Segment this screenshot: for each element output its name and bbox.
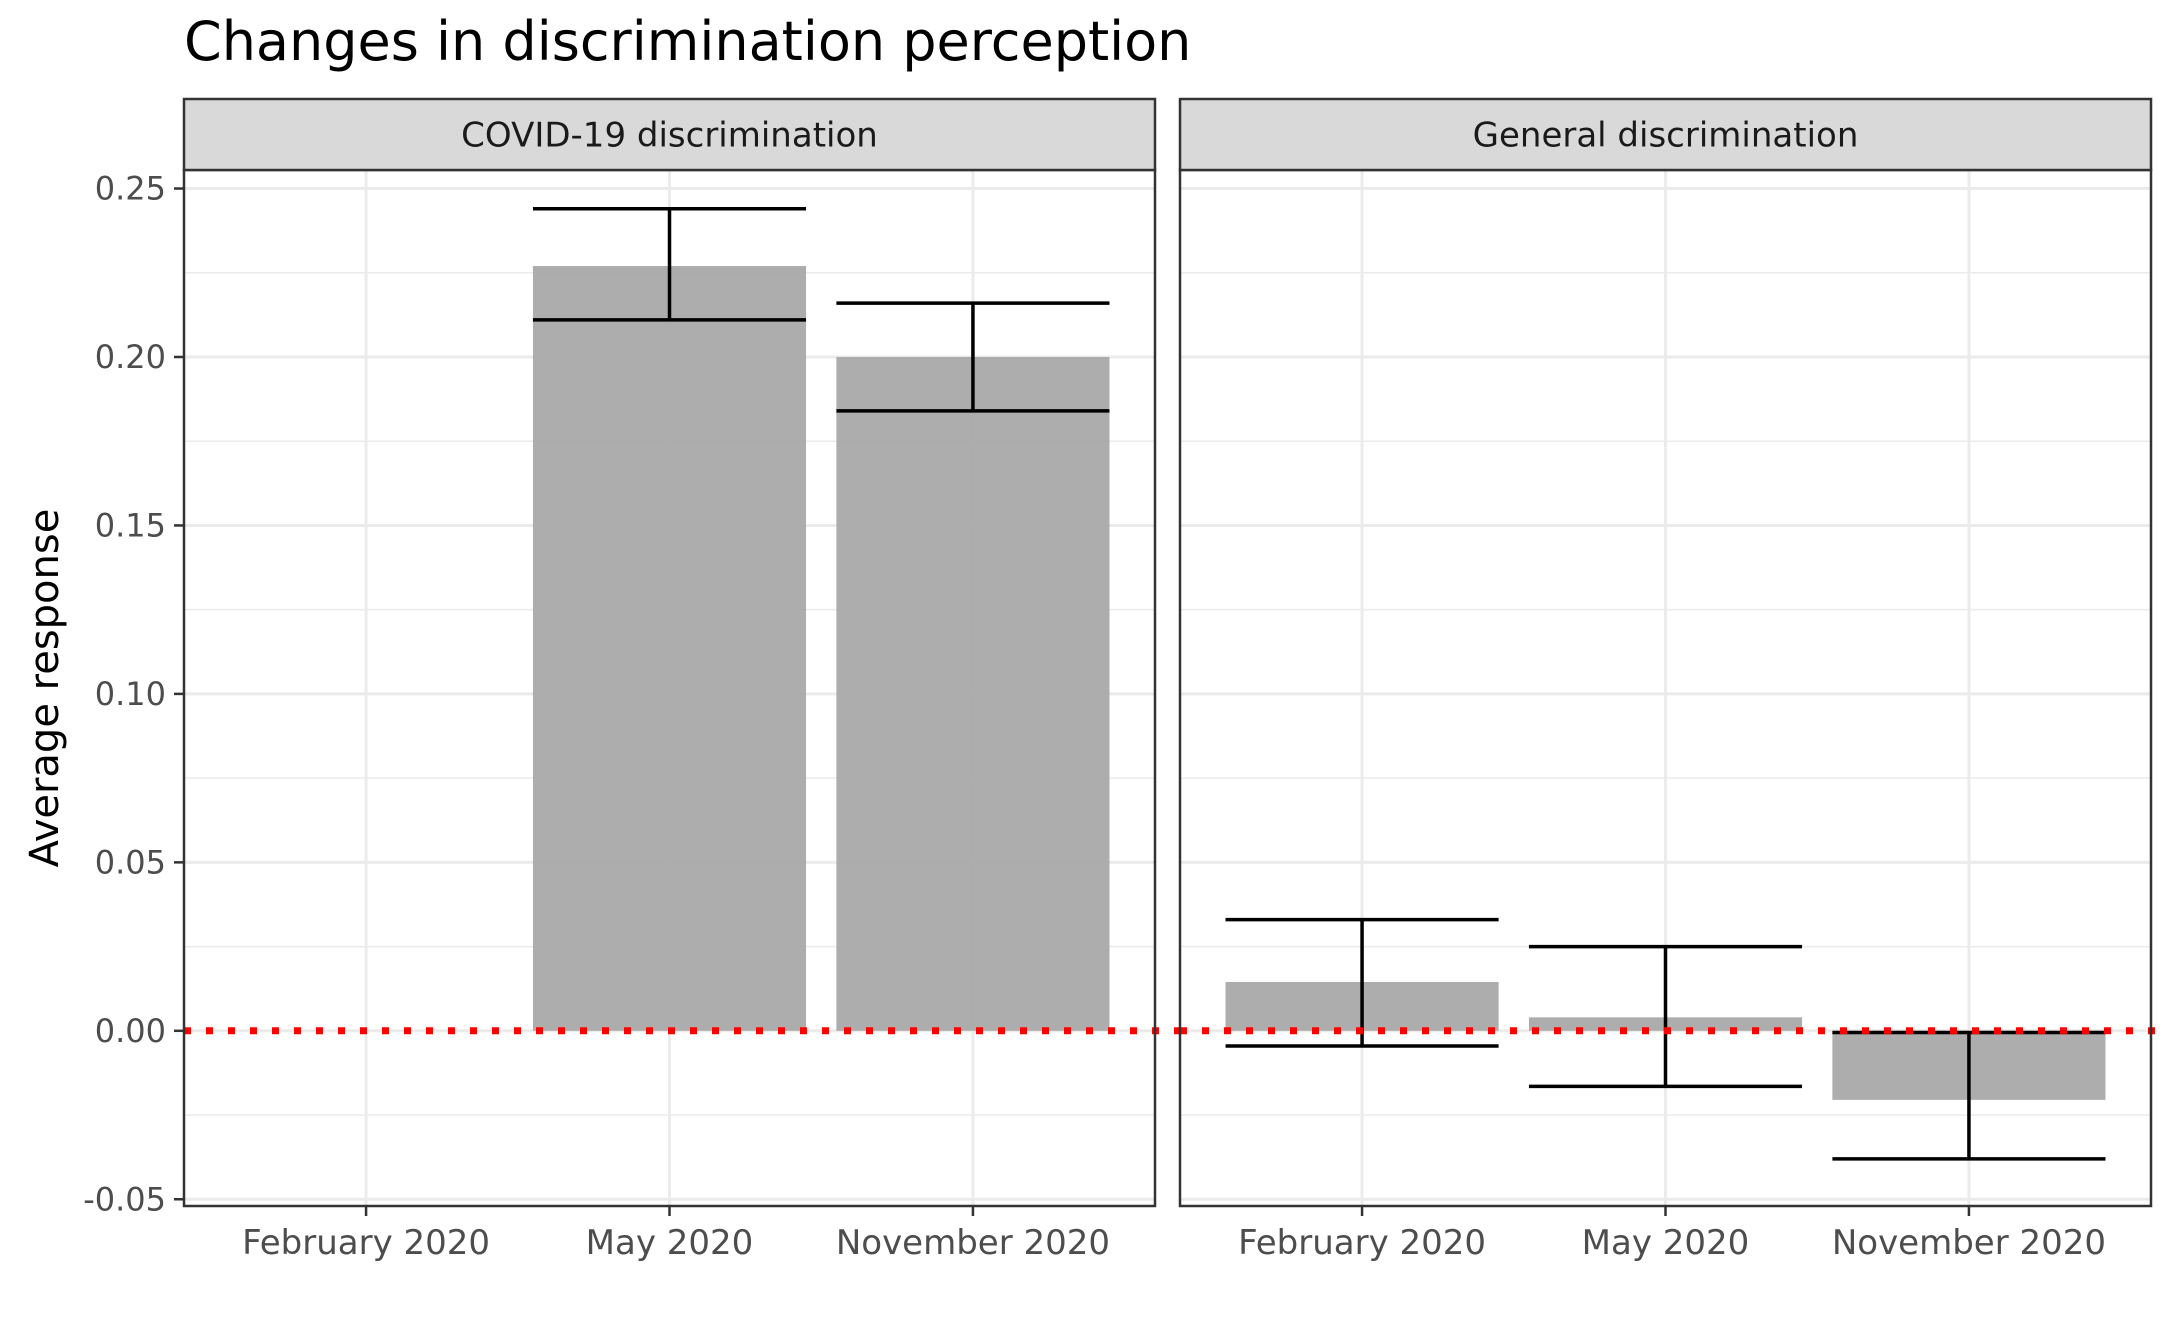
facet-strip-label-covid-19-discrimination: COVID-19 discrimination — [461, 116, 878, 156]
x-tick-label-may-2020: May 2020 — [1582, 1223, 1750, 1263]
y-tick-label-0-10: 0.10 — [95, 675, 166, 713]
facet-strip — [1178, 97, 2153, 172]
error-bar-general-discrimination-february-2020 — [1225, 917, 1499, 1048]
y-tick-label-0-05: -0.05 — [83, 1180, 166, 1218]
error-bar-covid-19-discrimination-november-2020 — [836, 301, 1110, 413]
x-tick-label-november-2020: November 2020 — [836, 1223, 1110, 1263]
y-tick-label-0-05: 0.05 — [95, 843, 166, 881]
y-tick-label-0-20: 0.20 — [95, 338, 166, 376]
error-bar-covid-19-discrimination-may-2020 — [532, 206, 807, 322]
y-tick-label-0-00: 0.00 — [95, 1012, 166, 1050]
chart-title: Changes in discrimination perception — [184, 10, 1191, 73]
panel-covid-19-discrimination: COVID-19 discrimination February 2020 May … — [182, 97, 1180, 1263]
x-tick-label-may-2020: May 2020 — [586, 1223, 754, 1263]
error-bar-general-discrimination-may-2020 — [1528, 944, 1803, 1089]
plot-layer: -0.05 0.00 0.05 0.10 0.15 0.20 0.25 COVID-19 di… — [83, 97, 2165, 1263]
facet-strip — [182, 97, 1157, 172]
error-bar-general-discrimination-november-2020 — [1832, 1030, 2106, 1161]
y-axis-label: Average response — [22, 509, 68, 868]
y-tick-label-0-25: 0.25 — [95, 170, 166, 208]
y-tick-label-0-15: 0.15 — [95, 506, 166, 544]
bar-covid-19-discrimination-november-2020 — [836, 356, 1110, 1031]
x-tick-label-november-2020: November 2020 — [1832, 1223, 2106, 1263]
bar-covid-19-discrimination-may-2020 — [532, 266, 807, 1031]
panel-general-discrimination: General discrimination February 2020 May 2… — [1178, 97, 2165, 1263]
x-tick-label-february-2020: February 2020 — [242, 1223, 490, 1263]
x-tick-label-february-2020: February 2020 — [1238, 1223, 1486, 1263]
facet-strip-label-general-discrimination: General discrimination — [1473, 116, 1859, 156]
